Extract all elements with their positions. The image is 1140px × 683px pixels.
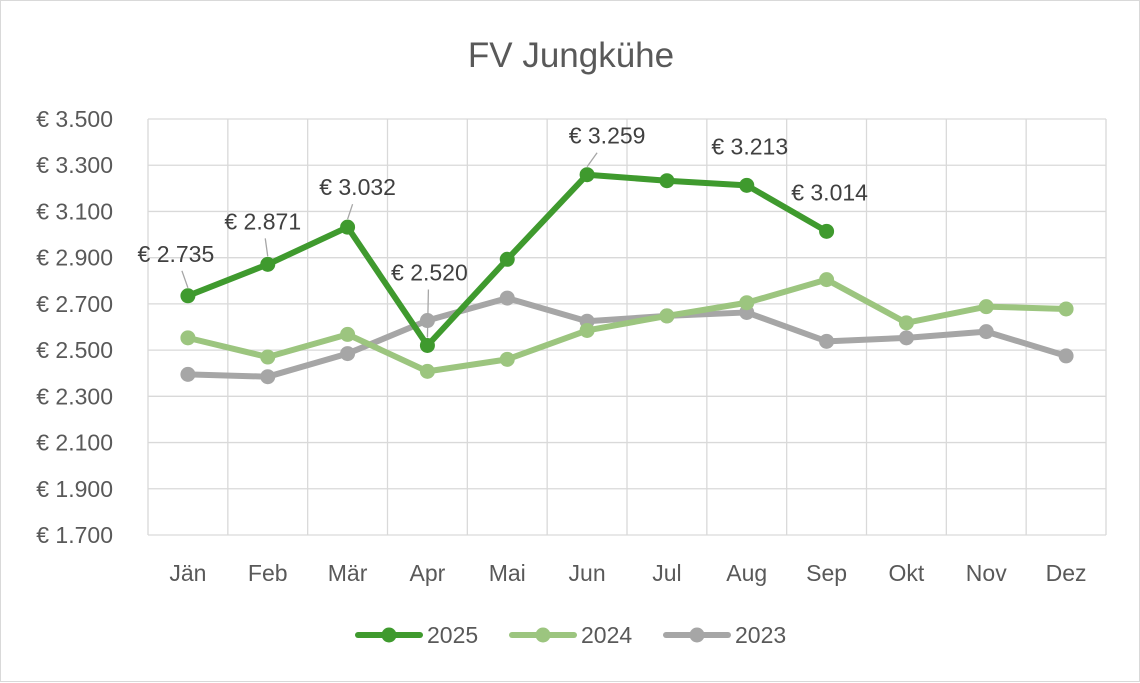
data-point-2024 bbox=[579, 322, 595, 338]
data-point-2025 bbox=[819, 223, 835, 239]
legend-swatch-marker bbox=[689, 627, 705, 643]
series-2024 bbox=[180, 272, 1074, 379]
x-tick-label: Jän bbox=[169, 560, 206, 586]
x-tick-label: Nov bbox=[966, 560, 1007, 586]
data-point-2024 bbox=[340, 326, 356, 342]
data-point-2023 bbox=[978, 324, 994, 340]
x-tick-label: Sep bbox=[806, 560, 847, 586]
data-point-2024 bbox=[419, 363, 435, 379]
leader-line bbox=[586, 152, 598, 168]
data-point-2025 bbox=[739, 177, 755, 193]
x-tick-label: Jun bbox=[569, 560, 606, 586]
data-point-2023 bbox=[499, 290, 515, 306]
leader-line bbox=[426, 289, 430, 338]
grid bbox=[147, 118, 1107, 536]
series-2025 bbox=[180, 167, 835, 353]
x-tick-label: Aug bbox=[726, 560, 767, 586]
data-label: € 2.871 bbox=[224, 208, 301, 234]
leader-line bbox=[181, 270, 189, 289]
data-point-2024 bbox=[260, 349, 276, 365]
data-point-2023 bbox=[260, 369, 276, 385]
data-point-2024 bbox=[1058, 301, 1074, 317]
data-point-2023 bbox=[340, 346, 356, 362]
y-tick-label: € 3.500 bbox=[36, 106, 113, 132]
data-label: € 3.213 bbox=[711, 133, 788, 159]
y-tick-label: € 3.300 bbox=[36, 152, 113, 178]
data-point-2025 bbox=[579, 167, 595, 183]
x-tick-label: Dez bbox=[1046, 560, 1087, 586]
x-axis-ticks: Jän Feb Mär Apr Mai Jun Jul Aug Sep Okt Nov Dez bbox=[169, 560, 1086, 586]
x-tick-label: Jul bbox=[652, 560, 681, 586]
legend-item-2024: 2024 bbox=[509, 622, 632, 648]
series-line-2024 bbox=[184, 276, 1070, 375]
data-point-2023 bbox=[898, 330, 914, 346]
y-tick-label: € 2.700 bbox=[36, 291, 113, 317]
data-point-2024 bbox=[819, 272, 835, 288]
data-point-2023 bbox=[819, 333, 835, 349]
legend-item-2023: 2023 bbox=[663, 622, 786, 648]
legend-label: 2025 bbox=[427, 622, 478, 648]
data-label: € 3.014 bbox=[791, 179, 868, 205]
data-point-2024 bbox=[898, 315, 914, 331]
series-layer bbox=[180, 167, 1074, 385]
data-point-2024 bbox=[739, 295, 755, 311]
data-label: € 3.259 bbox=[569, 123, 646, 149]
leader-line bbox=[346, 203, 354, 220]
y-tick-label: € 2.500 bbox=[36, 337, 113, 363]
y-tick-label: € 2.100 bbox=[36, 430, 113, 456]
series-line-2023 bbox=[184, 295, 1070, 380]
data-point-2024 bbox=[978, 299, 994, 315]
y-tick-label: € 3.100 bbox=[36, 198, 113, 224]
leader-line bbox=[264, 238, 269, 257]
y-axis-ticks: € 1.700 € 1.900 € 2.100 € 2.300 € 2.500 € 2.7… bbox=[36, 106, 113, 548]
y-tick-label: € 2.300 bbox=[36, 383, 113, 409]
chart-title: FV Jungkühe bbox=[468, 36, 674, 75]
data-point-2024 bbox=[499, 351, 515, 367]
x-tick-label: Mai bbox=[489, 560, 526, 586]
data-labels: € 2.735 € 2.871 € 3.032 € 2.520 € 3.259 € 3.2… bbox=[138, 123, 868, 338]
series-2023 bbox=[180, 290, 1074, 385]
data-point-2023 bbox=[1058, 348, 1074, 364]
data-point-2025 bbox=[260, 256, 276, 272]
data-point-2025 bbox=[659, 173, 675, 189]
data-point-2025 bbox=[340, 219, 356, 235]
data-point-2024 bbox=[180, 330, 196, 346]
data-point-2023 bbox=[180, 366, 196, 382]
x-tick-label: Feb bbox=[248, 560, 288, 586]
legend-label: 2023 bbox=[735, 622, 786, 648]
data-label: € 3.032 bbox=[319, 174, 396, 200]
data-point-2025 bbox=[180, 288, 196, 304]
legend-item-2025: 2025 bbox=[355, 622, 478, 648]
data-point-2024 bbox=[659, 308, 675, 324]
x-tick-label: Mär bbox=[328, 560, 368, 586]
legend-swatch-marker bbox=[381, 627, 397, 643]
legend: 2025 2024 2023 bbox=[355, 622, 786, 648]
x-tick-label: Apr bbox=[410, 560, 446, 586]
y-tick-label: € 2.900 bbox=[36, 245, 113, 271]
legend-swatch-marker bbox=[535, 627, 551, 643]
data-label: € 2.520 bbox=[391, 259, 468, 285]
x-tick-label: Okt bbox=[889, 560, 925, 586]
data-label: € 2.735 bbox=[138, 241, 215, 267]
y-tick-label: € 1.700 bbox=[36, 522, 113, 548]
legend-label: 2024 bbox=[581, 622, 632, 648]
data-point-2025 bbox=[499, 251, 515, 267]
y-tick-label: € 1.900 bbox=[36, 476, 113, 502]
data-point-2025 bbox=[419, 337, 435, 353]
